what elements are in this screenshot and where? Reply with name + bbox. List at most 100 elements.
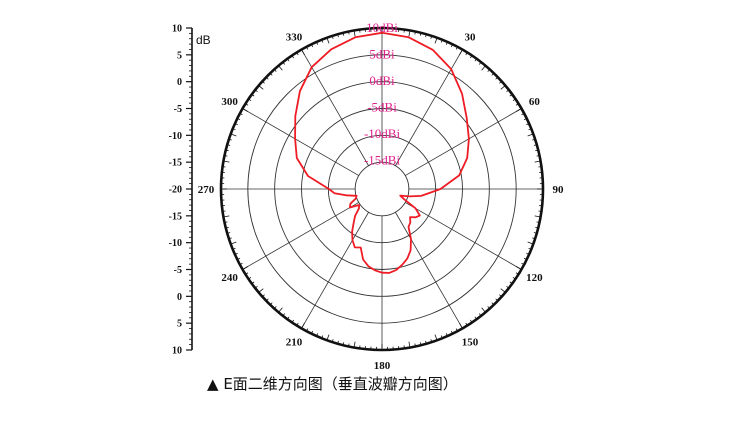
polar-chart: 10 5 0 -5 -10 -15 -20 -15 -10 -5 0 5 10 dB 30 60 90 120…: [169, 20, 565, 372]
outer-tick: [262, 294, 265, 298]
angle-label: 90: [553, 184, 565, 196]
ring-label: 5dBi: [369, 47, 395, 62]
outer-tick: [521, 262, 525, 265]
outer-tick: [532, 138, 536, 141]
outer-tick: [353, 30, 356, 37]
angle-label: 300: [221, 96, 238, 108]
outer-tick: [321, 39, 324, 43]
outer-tick: [491, 72, 495, 76]
outer-tick: [425, 340, 427, 344]
outer-tick: [245, 272, 249, 275]
outer-tick: [287, 316, 290, 320]
outer-tick: [455, 328, 458, 332]
side-tick-label: -5: [174, 104, 182, 115]
outer-tick: [536, 155, 540, 157]
outer-tick: [239, 262, 243, 265]
ring-label: -15dBi: [364, 153, 401, 168]
outer-tick: [269, 72, 273, 76]
triangle-icon: ▲: [207, 375, 219, 393]
outer-tick: [516, 108, 522, 112]
outer-tick: [481, 307, 486, 313]
grid-spoke: [242, 108, 359, 176]
pattern-series: [294, 31, 470, 274]
side-tick-label: -15: [169, 211, 182, 222]
outer-tick: [533, 144, 537, 146]
outer-tick: [326, 37, 330, 44]
outer-tick: [495, 76, 499, 80]
outer-tick: [337, 340, 339, 344]
outer-tick: [487, 69, 491, 72]
outer-tick: [224, 155, 228, 157]
outer-tick: [278, 307, 283, 313]
outer-tick: [353, 341, 356, 348]
outer-tick: [527, 133, 534, 137]
outer-tick: [470, 55, 473, 59]
outer-tick: [509, 94, 513, 97]
outer-tick: [523, 118, 527, 121]
outer-tick: [478, 313, 482, 317]
outer-tick: [474, 58, 477, 62]
outer-tick: [306, 328, 309, 332]
outer-tick: [408, 341, 411, 348]
outer-tick: [342, 32, 345, 36]
side-tick-label: -10: [169, 238, 182, 249]
outer-tick: [227, 144, 231, 146]
outer-tick: [500, 85, 506, 90]
outer-tick: [535, 226, 539, 229]
ring-label: 0dBi: [369, 73, 395, 88]
outer-tick: [239, 113, 243, 116]
outer-tick: [440, 39, 443, 43]
outer-tick: [348, 343, 350, 347]
outer-tick: [414, 343, 416, 347]
outer-tick: [251, 281, 255, 284]
grid-spoke: [301, 49, 369, 166]
outer-tick: [296, 52, 299, 56]
outer-tick: [234, 252, 238, 255]
outer-tick: [528, 247, 532, 250]
grid-spoke: [395, 212, 463, 329]
grid-ring: [354, 161, 410, 217]
outer-tick: [248, 98, 252, 101]
angle-label: 330: [286, 32, 303, 44]
outer-tick: [273, 306, 277, 309]
outer-tick: [474, 316, 477, 320]
ring-labels: 10dBi 5dBi 0dBi -5dBi -10dBi -15dBi: [364, 20, 401, 168]
side-tick-label: -20: [169, 185, 182, 196]
outer-tick: [225, 226, 229, 229]
outer-tick: [465, 322, 468, 326]
outer-ticks: [221, 28, 543, 350]
outer-tick: [536, 221, 540, 223]
outer-tick: [224, 221, 228, 223]
outer-tick: [445, 41, 448, 45]
outer-tick: [487, 306, 491, 309]
outer-tick: [265, 298, 269, 302]
outer-tick: [258, 85, 264, 90]
outer-tick: [512, 98, 516, 101]
outer-tick: [491, 302, 495, 306]
outer-tick: [331, 339, 334, 343]
outer-tick: [506, 285, 510, 289]
outer-tick: [478, 61, 482, 65]
outer-tick: [337, 34, 339, 38]
outer-tick: [251, 94, 255, 97]
outer-tick: [242, 108, 248, 112]
outer-tick: [316, 333, 319, 337]
outer-tick: [470, 319, 473, 323]
outer-tick: [419, 342, 422, 346]
grid-spoke: [405, 108, 522, 176]
outer-tick: [455, 46, 458, 50]
outer-tick: [223, 215, 230, 218]
outer-tick: [331, 35, 334, 39]
outer-tick: [532, 237, 536, 240]
outer-tick: [500, 288, 506, 293]
outer-tick: [311, 330, 314, 334]
outer-tick: [273, 69, 277, 72]
outer-tick: [228, 237, 232, 240]
side-tick-label: 10: [172, 24, 182, 35]
outer-tick: [440, 335, 443, 339]
angle-label: 210: [286, 336, 303, 348]
outer-tick: [499, 294, 502, 298]
outer-tick: [232, 128, 236, 131]
side-tick-label: -15: [169, 158, 182, 169]
outer-tick: [234, 123, 238, 126]
